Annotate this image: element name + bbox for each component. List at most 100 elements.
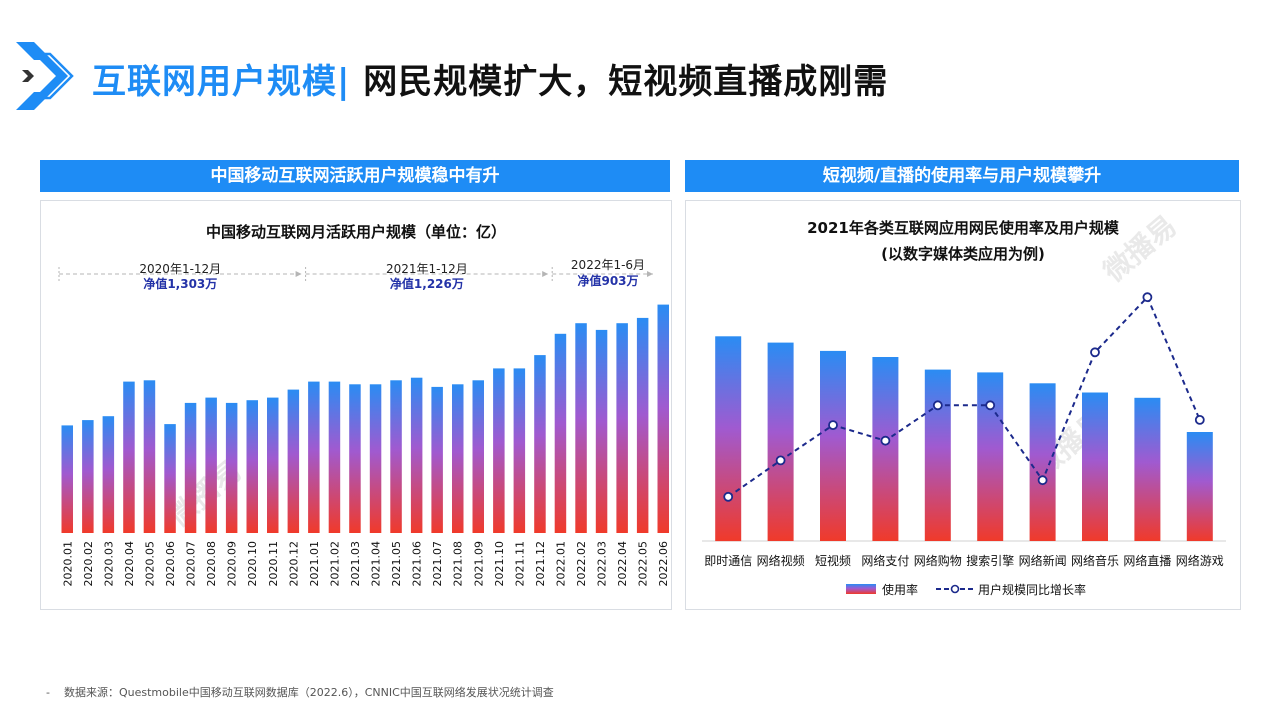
left-bar-2022.03 xyxy=(595,329,608,533)
right-tick-label: 网络新闻 xyxy=(1019,553,1067,568)
period-net-1: 净值1,303万 xyxy=(143,276,217,291)
right-tick-label: 网络支付 xyxy=(861,553,909,568)
growth-point-即时通信 xyxy=(723,491,734,502)
page-title-part2: 网民规模扩大，短视频直播成刚需 xyxy=(350,62,889,102)
left-bar-2021.01 xyxy=(308,381,320,533)
usage-bar-网络支付 xyxy=(872,357,899,541)
left-bar-2022.04 xyxy=(616,323,628,533)
left-bar-2020.07 xyxy=(184,402,197,533)
right-panel-header: 短视频/直播的使用率与用户规模攀升 xyxy=(685,160,1239,192)
period-label-1: 2020年1-12月 xyxy=(139,262,221,276)
right-chart-title-line2: (以数字媒体类应用为例) xyxy=(881,245,1045,263)
left-tick-label: 2022.01 xyxy=(554,541,567,587)
chevron-logo-icon xyxy=(16,42,74,110)
left-tick-label: 2020.06 xyxy=(164,541,177,587)
period-net-2: 净值1,226万 xyxy=(390,276,464,291)
left-bar-2021.11 xyxy=(513,368,526,533)
right-chart-panel: 2021年各类互联网应用网民使用率及用户规模 (以数字媒体类应用为例) 微播易微… xyxy=(685,200,1241,610)
usage-bar-网络直播 xyxy=(1134,397,1161,541)
left-chart: 微播易微播易2020.012020.022020.032020.042020.0… xyxy=(58,258,670,587)
left-panel-header: 中国移动互联网活跃用户规模稳中有升 xyxy=(40,160,670,192)
left-bar-2020.01 xyxy=(61,425,73,533)
right-tick-label: 网络购物 xyxy=(914,553,962,568)
left-tick-label: 2020.12 xyxy=(287,541,300,587)
left-tick-label: 2021.06 xyxy=(411,541,424,587)
source-note: - 数据来源：Questmobile中国移动互联网数据库（2022.6），CNN… xyxy=(46,686,554,699)
right-tick-label: 网络音乐 xyxy=(1071,553,1119,568)
left-bar-2020.09 xyxy=(225,402,238,533)
left-tick-label: 2020.04 xyxy=(123,541,136,587)
left-bar-2021.04 xyxy=(369,384,382,533)
title-row: 互联网用户规模| 网民规模扩大，短视频直播成刚需 xyxy=(0,40,1280,120)
right-tick-label: 网络视频 xyxy=(757,553,805,568)
left-tick-label: 2021.01 xyxy=(308,541,321,587)
left-bar-2021.10 xyxy=(493,368,505,533)
left-tick-label: 2021.10 xyxy=(493,541,506,587)
page-title: 互联网用户规模| 网民规模扩大，短视频直播成刚需 xyxy=(92,54,888,103)
left-tick-label: 2020.02 xyxy=(82,541,95,587)
left-tick-label: 2021.03 xyxy=(349,541,362,587)
period-bracket-3 xyxy=(551,267,653,281)
left-bar-2021.03 xyxy=(349,384,361,533)
left-bar-2021.02 xyxy=(328,381,341,533)
left-tick-label: 2021.11 xyxy=(513,541,526,587)
left-bar-2021.07 xyxy=(431,386,443,533)
usage-bar-网络视频 xyxy=(767,342,794,541)
usage-bar-网络新闻 xyxy=(1029,383,1056,541)
left-tick-label: 2022.06 xyxy=(657,541,670,587)
left-tick-label: 2022.03 xyxy=(596,541,609,587)
left-tick-label: 2021.07 xyxy=(431,541,444,587)
left-chart-panel: 中国移动互联网月活跃用户规模（单位：亿） 微播易微播易2020.012020.0… xyxy=(40,200,672,610)
right-tick-label: 搜索引擎 xyxy=(966,553,1014,568)
svg-text:微播易: 微播易 xyxy=(1096,209,1182,289)
left-tick-label: 2022.04 xyxy=(616,541,629,587)
left-tick-label: 2020.05 xyxy=(143,541,156,587)
period-bracket-2 xyxy=(305,267,549,281)
left-tick-label: 2021.08 xyxy=(452,541,465,587)
usage-bar-网络音乐 xyxy=(1082,392,1108,541)
left-tick-label: 2020.01 xyxy=(61,541,74,587)
left-bar-2022.01 xyxy=(554,333,567,533)
left-bar-2020.11 xyxy=(267,397,279,533)
period-net-3: 净值903万 xyxy=(577,273,638,288)
left-bar-2021.05 xyxy=(390,380,402,533)
left-tick-label: 2021.04 xyxy=(370,541,383,587)
right-chart-title-line1: 2021年各类互联网应用网民使用率及用户规模 xyxy=(807,219,1119,237)
left-bar-2020.04 xyxy=(123,381,135,533)
watermark-right-1: 微播易 xyxy=(1096,209,1182,289)
left-bar-2021.08 xyxy=(452,384,464,533)
growth-point-网络直播 xyxy=(1142,292,1153,303)
left-bar-2021.06 xyxy=(410,377,423,533)
growth-point-网络音乐 xyxy=(1090,347,1100,358)
right-tick-label: 网络直播 xyxy=(1123,553,1171,568)
left-tick-label: 2021.12 xyxy=(534,541,547,587)
left-tick-label: 2020.11 xyxy=(267,541,280,587)
left-tick-label: 2022.02 xyxy=(575,541,588,587)
usage-bar-即时通信 xyxy=(715,336,742,542)
left-tick-label: 2021.09 xyxy=(472,541,485,587)
right-tick-label: 网络游戏 xyxy=(1176,553,1224,568)
growth-point-短视频 xyxy=(828,420,838,431)
growth-point-网络游戏 xyxy=(1194,414,1205,425)
growth-point-搜索引擎 xyxy=(985,400,996,411)
left-bar-2021.09 xyxy=(472,380,484,533)
page-title-part1: 互联网用户规模| xyxy=(92,62,351,102)
left-bar-2020.12 xyxy=(287,389,300,533)
left-bar-2022.02 xyxy=(575,323,587,533)
left-tick-label: 2020.03 xyxy=(102,541,115,587)
left-bar-2020.05 xyxy=(143,380,156,533)
source-text: 数据来源：Questmobile中国移动互联网数据库（2022.6），CNNIC… xyxy=(63,686,554,699)
left-tick-label: 2022.05 xyxy=(637,541,650,587)
left-bar-2022.06 xyxy=(657,304,669,533)
usage-bar-搜索引擎 xyxy=(977,372,1004,541)
right-tick-label: 短视频 xyxy=(815,553,851,568)
right-tick-label: 即时通信 xyxy=(704,554,752,568)
left-bar-2020.03 xyxy=(102,416,115,533)
usage-bar-网络购物 xyxy=(924,369,951,541)
legend-bar-label: 使用率 xyxy=(882,582,918,597)
growth-point-网络支付 xyxy=(880,435,891,446)
growth-line xyxy=(727,295,1201,498)
left-chart-title: 中国移动互联网月活跃用户规模（单位：亿） xyxy=(205,223,506,241)
left-tick-label: 2020.08 xyxy=(205,541,218,587)
